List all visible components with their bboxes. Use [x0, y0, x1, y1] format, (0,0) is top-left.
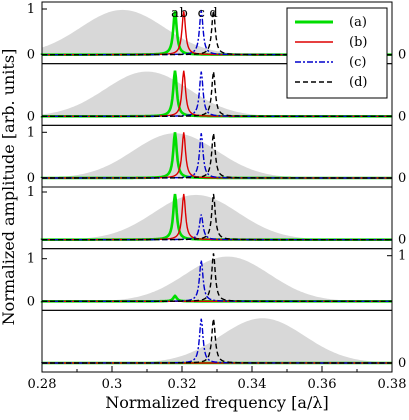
y-tick-label-left: 1 — [27, 2, 35, 17]
y-tick-label-left: 1 — [27, 125, 35, 140]
x-tick-label: 0.36 — [308, 377, 337, 392]
spectrum-panel — [42, 132, 392, 178]
y-tick-label-right: 0 — [398, 233, 406, 248]
peak-label: b — [180, 6, 188, 21]
legend-label: (b) — [349, 35, 367, 50]
y-tick-label-left: 1 — [27, 252, 35, 267]
source-spectrum-fill — [42, 133, 392, 178]
source-spectrum-fill — [42, 257, 392, 302]
y-tick-label-right: 0 — [398, 171, 406, 186]
y-tick-label-right: 1 — [398, 249, 406, 264]
spectrum-panel — [42, 318, 392, 363]
y-axis-title: Normalized amplitude [arb. units] — [0, 49, 18, 326]
y-tick-label-left: 0 — [27, 48, 35, 63]
x-axis-title: Normalized frequency [a/λ] — [105, 393, 328, 412]
peak-label: c — [198, 6, 205, 21]
source-spectrum-fill — [42, 318, 392, 363]
legend-label: (d) — [349, 75, 367, 90]
peak-label: d — [209, 6, 217, 21]
x-tick-label: 0.32 — [168, 377, 197, 392]
y-tick-label-right: 0 — [398, 109, 406, 124]
y-tick-label-left: 0 — [27, 294, 35, 309]
spectrum-panel — [42, 194, 392, 240]
legend-label: (c) — [349, 55, 366, 70]
spectrum-panel — [42, 253, 392, 301]
y-tick-label-left: 1 — [27, 185, 35, 200]
x-tick-label: 0.38 — [378, 377, 407, 392]
peak-label: a — [171, 6, 179, 21]
y-tick-label-right: 0 — [398, 48, 406, 63]
source-spectrum-fill — [42, 195, 392, 240]
y-tick-label-left: 0 — [27, 171, 35, 186]
x-tick-label: 0.3 — [102, 377, 123, 392]
legend-label: (a) — [349, 15, 367, 30]
legend: (a) (b) (c) (d) — [287, 8, 387, 98]
y-tick-label-left: 0 — [27, 109, 35, 124]
y-tick-label-right: 0 — [398, 356, 406, 371]
x-tick-label: 0.34 — [238, 377, 267, 392]
x-tick-label: 0.28 — [28, 377, 57, 392]
